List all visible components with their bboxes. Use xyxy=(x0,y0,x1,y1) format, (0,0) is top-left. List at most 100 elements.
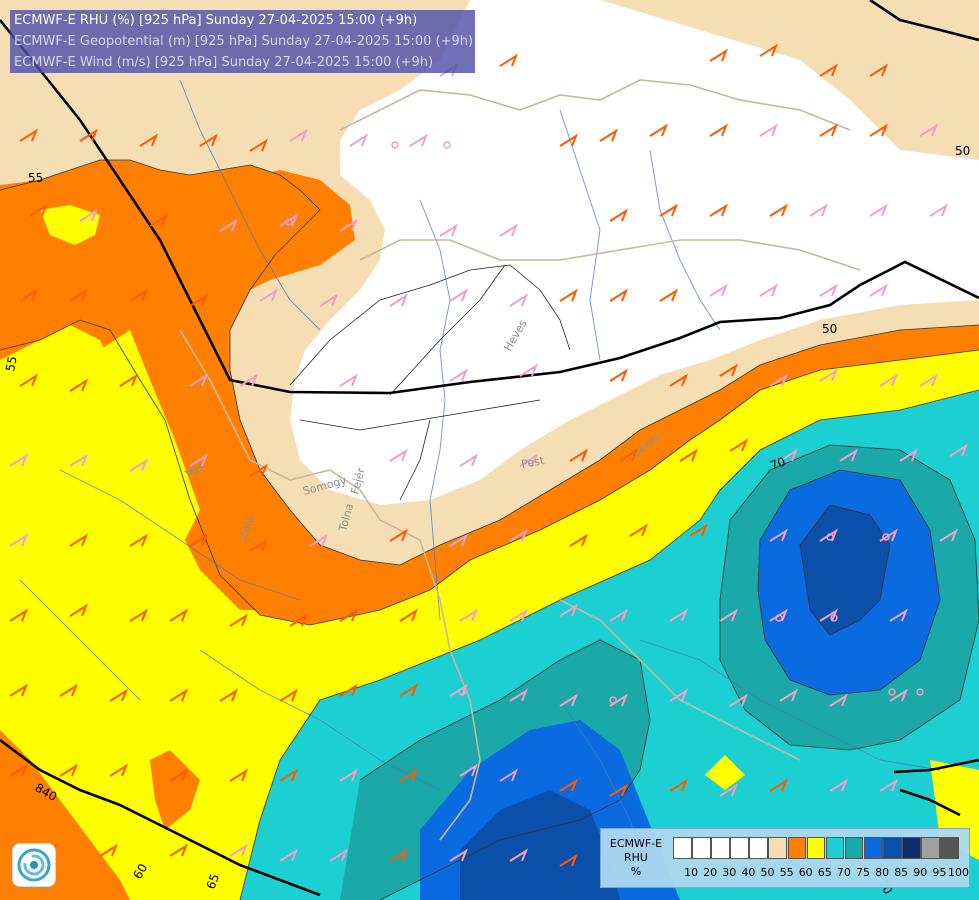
wind-barb xyxy=(829,778,849,792)
wind-barb xyxy=(19,373,39,387)
wind-barb xyxy=(509,688,529,702)
wind-barb xyxy=(669,778,689,792)
legend-tick-label: 40 xyxy=(741,866,756,879)
rhu-band-65-spot xyxy=(40,205,100,245)
wind-barb xyxy=(559,133,579,147)
wind-barb xyxy=(19,128,39,142)
calm-wind-marker xyxy=(888,688,896,696)
wind-barb xyxy=(519,453,539,467)
legend-swatch xyxy=(768,837,788,859)
wind-barb xyxy=(509,528,529,542)
rhu-band-60-spot xyxy=(150,750,200,830)
wind-barb xyxy=(499,223,519,237)
rhu-legend: ECMWF-E RHU % 10 20 30 40 50 55 60 65 70 75 80 85 90… xyxy=(600,828,970,888)
wind-barb xyxy=(309,533,329,547)
legend-tick-label: 10 xyxy=(684,866,699,879)
wind-barb xyxy=(9,683,29,697)
legend-title-variable: RHU xyxy=(624,851,648,864)
wind-barb xyxy=(449,848,469,862)
legend-tick-label: 55 xyxy=(779,866,794,879)
wind-barb xyxy=(819,123,839,137)
legend-tick-label: 50 xyxy=(760,866,775,879)
wind-barb xyxy=(759,283,779,297)
wind-barb xyxy=(899,448,919,462)
wind-barb xyxy=(389,528,409,542)
wind-barb xyxy=(9,533,29,547)
wind-barb xyxy=(659,288,679,302)
wind-barb xyxy=(819,63,839,77)
wind-barb xyxy=(129,458,149,472)
wind-barb xyxy=(249,463,269,477)
wind-barb xyxy=(109,763,129,777)
wind-barb xyxy=(759,43,779,57)
wind-barb xyxy=(889,608,909,622)
rhu-label-65-s: 65 xyxy=(204,872,222,891)
legend-swatch xyxy=(825,837,845,859)
wind-barb xyxy=(399,683,419,697)
calm-wind-marker xyxy=(285,218,293,226)
map-header: ECMWF-E RHU (%) [925 hPa] Sunday 27-04-2… xyxy=(10,10,475,73)
wind-barb xyxy=(409,133,429,147)
wind-barb xyxy=(779,448,799,462)
wind-barb xyxy=(559,693,579,707)
wind-barb xyxy=(9,453,29,467)
legend-tick-label: 80 xyxy=(875,866,890,879)
wind-barb xyxy=(219,218,239,232)
wind-barb xyxy=(149,213,169,227)
wind-barb xyxy=(259,288,279,302)
wind-barb xyxy=(219,688,239,702)
wind-barb xyxy=(559,288,579,302)
wind-barb xyxy=(629,523,649,537)
wind-barb xyxy=(69,378,89,392)
wind-barb xyxy=(109,688,129,702)
wind-barb xyxy=(9,608,29,622)
wind-barb xyxy=(29,203,49,217)
wind-barb xyxy=(279,768,299,782)
legend-tick-label: 95 xyxy=(932,866,947,879)
wind-barb xyxy=(889,688,909,702)
legend-swatch xyxy=(730,837,749,859)
legend-swatch xyxy=(863,837,883,859)
legend-tick-label: 65 xyxy=(817,866,832,879)
wind-barb xyxy=(879,528,899,542)
ecmwf-swirl-icon xyxy=(12,843,56,887)
wind-barb xyxy=(129,533,149,547)
wind-barb xyxy=(399,768,419,782)
wind-barb xyxy=(449,368,469,382)
wind-barb xyxy=(399,608,419,622)
wind-barb xyxy=(839,448,859,462)
wind-barb xyxy=(129,608,149,622)
legend-tick-label: 90 xyxy=(913,866,928,879)
legend-swatches xyxy=(673,837,959,859)
wind-barb xyxy=(709,283,729,297)
wind-barb xyxy=(459,453,479,467)
wind-barb xyxy=(389,293,409,307)
wind-barb xyxy=(669,688,689,702)
wind-barb xyxy=(229,843,249,857)
wind-barb xyxy=(759,123,779,137)
wind-barb xyxy=(929,203,949,217)
wind-barb xyxy=(669,608,689,622)
wind-barb xyxy=(869,283,889,297)
wind-barb xyxy=(449,533,469,547)
wind-barb xyxy=(169,768,189,782)
rhu-band-55-ne xyxy=(770,0,979,140)
wind-barb xyxy=(459,763,479,777)
wind-barb xyxy=(509,293,529,307)
wind-barb xyxy=(609,608,629,622)
geo-label-50-east: 50 xyxy=(822,322,837,336)
wind-barb xyxy=(339,683,359,697)
wind-barb xyxy=(769,373,789,387)
wind-barb xyxy=(709,123,729,137)
rivers xyxy=(19,79,941,881)
wind-barb xyxy=(189,453,209,467)
wind-barb xyxy=(249,538,269,552)
legend-swatch xyxy=(711,837,730,859)
wind-barb xyxy=(329,848,349,862)
legend-unit: % xyxy=(630,865,642,878)
wind-barb xyxy=(559,603,579,617)
wind-barb xyxy=(509,608,529,622)
wind-barb xyxy=(779,688,799,702)
wind-barb xyxy=(719,783,739,797)
